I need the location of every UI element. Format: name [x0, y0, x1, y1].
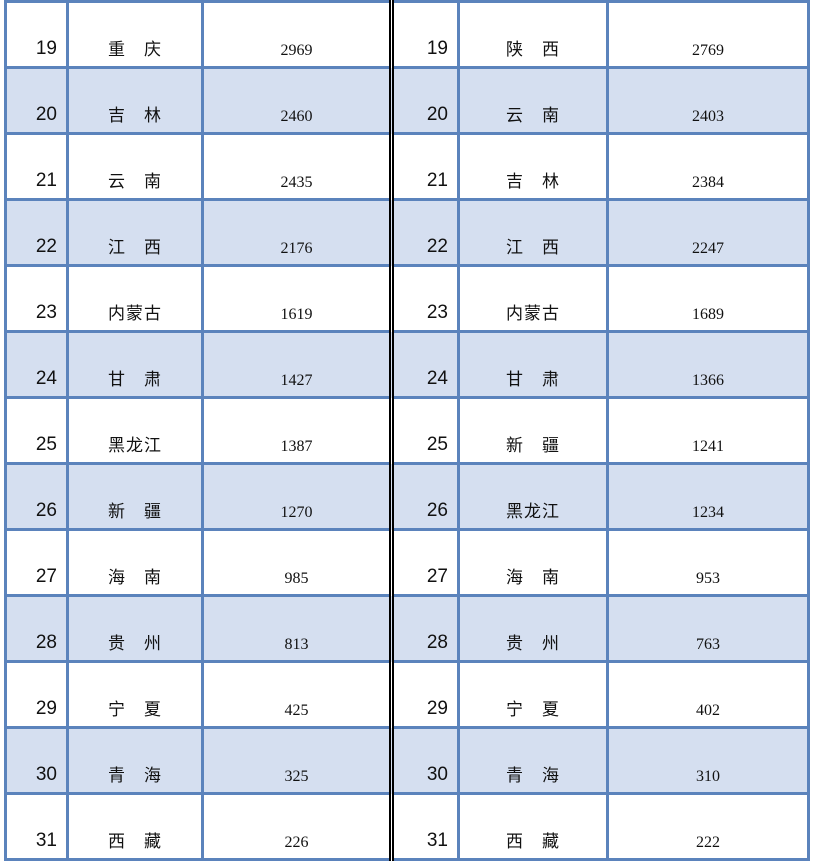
- value-cell: 425: [201, 660, 393, 729]
- province-cell: 青 海: [457, 726, 609, 795]
- province-cell: 宁 夏: [66, 660, 204, 729]
- rank-cell: 25: [4, 396, 69, 465]
- rank-cell: 24: [4, 330, 69, 399]
- value-cell: 1270: [201, 462, 393, 531]
- province-cell: 内蒙古: [457, 264, 609, 333]
- province-cell: 新 疆: [66, 462, 204, 531]
- province-cell: 重 庆: [66, 0, 204, 69]
- rank-cell: 24: [389, 330, 460, 399]
- rank-cell: 30: [4, 726, 69, 795]
- value-cell: 1387: [201, 396, 393, 465]
- rank-cell: 31: [4, 792, 69, 861]
- province-cell: 江 西: [66, 198, 204, 267]
- rank-cell: 20: [4, 66, 69, 135]
- value-cell: 402: [606, 660, 810, 729]
- table-row: 29 宁 夏 425 29 宁 夏 402: [4, 660, 810, 729]
- province-cell: 甘 肃: [457, 330, 609, 399]
- rank-cell: 20: [389, 66, 460, 135]
- value-cell: 2384: [606, 132, 810, 201]
- province-cell: 吉 林: [457, 132, 609, 201]
- ranking-table: 19 重 庆 2969 19 陕 西 2769 20 吉 林 2460 20 云 南 2403 21 云 …: [4, 0, 810, 861]
- value-cell: 1689: [606, 264, 810, 333]
- table-row: 21 云 南 2435 21 吉 林 2384: [4, 132, 810, 201]
- province-cell: 吉 林: [66, 66, 204, 135]
- table-row: 27 海 南 985 27 海 南 953: [4, 528, 810, 597]
- rank-cell: 28: [4, 594, 69, 663]
- value-cell: 985: [201, 528, 393, 597]
- province-cell: 云 南: [66, 132, 204, 201]
- rank-cell: 22: [4, 198, 69, 267]
- value-cell: 813: [201, 594, 393, 663]
- province-cell: 宁 夏: [457, 660, 609, 729]
- province-cell: 西 藏: [457, 792, 609, 861]
- table-row: 30 青 海 325 30 青 海 310: [4, 726, 810, 795]
- province-cell: 内蒙古: [66, 264, 204, 333]
- rank-cell: 26: [4, 462, 69, 531]
- value-cell: 1427: [201, 330, 393, 399]
- table-row: 20 吉 林 2460 20 云 南 2403: [4, 66, 810, 135]
- rank-cell: 21: [4, 132, 69, 201]
- value-cell: 310: [606, 726, 810, 795]
- value-cell: 222: [606, 792, 810, 861]
- table-row: 31 西 藏 226 31 西 藏 222: [4, 792, 810, 861]
- value-cell: 1366: [606, 330, 810, 399]
- value-cell: 2969: [201, 0, 393, 69]
- province-cell: 贵 州: [66, 594, 204, 663]
- value-cell: 2176: [201, 198, 393, 267]
- rank-cell: 19: [389, 0, 460, 69]
- table-row: 22 江 西 2176 22 江 西 2247: [4, 198, 810, 267]
- province-cell: 黑龙江: [66, 396, 204, 465]
- value-cell: 325: [201, 726, 393, 795]
- table-row: 26 新 疆 1270 26 黑龙江 1234: [4, 462, 810, 531]
- rank-cell: 29: [4, 660, 69, 729]
- rank-cell: 30: [389, 726, 460, 795]
- province-cell: 海 南: [66, 528, 204, 597]
- table-row: 24 甘 肃 1427 24 甘 肃 1366: [4, 330, 810, 399]
- rank-cell: 28: [389, 594, 460, 663]
- province-cell: 云 南: [457, 66, 609, 135]
- province-cell: 甘 肃: [66, 330, 204, 399]
- rank-cell: 27: [4, 528, 69, 597]
- rank-cell: 26: [389, 462, 460, 531]
- value-cell: 1234: [606, 462, 810, 531]
- value-cell: 1241: [606, 396, 810, 465]
- rank-cell: 21: [389, 132, 460, 201]
- table-row: 19 重 庆 2969 19 陕 西 2769: [4, 0, 810, 69]
- table-row: 23 内蒙古 1619 23 内蒙古 1689: [4, 264, 810, 333]
- value-cell: 763: [606, 594, 810, 663]
- province-cell: 江 西: [457, 198, 609, 267]
- rank-cell: 31: [389, 792, 460, 861]
- province-cell: 西 藏: [66, 792, 204, 861]
- province-cell: 黑龙江: [457, 462, 609, 531]
- value-cell: 2435: [201, 132, 393, 201]
- value-cell: 226: [201, 792, 393, 861]
- value-cell: 2460: [201, 66, 393, 135]
- value-cell: 2769: [606, 0, 810, 69]
- province-cell: 陕 西: [457, 0, 609, 69]
- province-cell: 新 疆: [457, 396, 609, 465]
- rank-cell: 27: [389, 528, 460, 597]
- value-cell: 1619: [201, 264, 393, 333]
- rank-cell: 25: [389, 396, 460, 465]
- value-cell: 2403: [606, 66, 810, 135]
- province-cell: 海 南: [457, 528, 609, 597]
- province-cell: 贵 州: [457, 594, 609, 663]
- province-cell: 青 海: [66, 726, 204, 795]
- rank-cell: 19: [4, 0, 69, 69]
- rank-cell: 29: [389, 660, 460, 729]
- value-cell: 2247: [606, 198, 810, 267]
- rank-cell: 23: [389, 264, 460, 333]
- rank-cell: 22: [389, 198, 460, 267]
- rank-cell: 23: [4, 264, 69, 333]
- table-row: 28 贵 州 813 28 贵 州 763: [4, 594, 810, 663]
- value-cell: 953: [606, 528, 810, 597]
- table-row: 25 黑龙江 1387 25 新 疆 1241: [4, 396, 810, 465]
